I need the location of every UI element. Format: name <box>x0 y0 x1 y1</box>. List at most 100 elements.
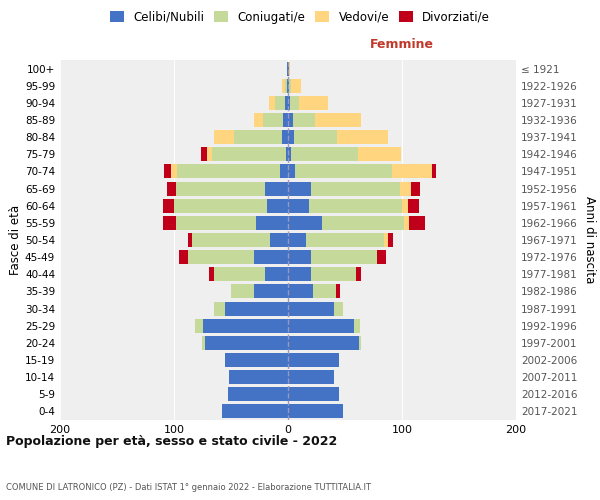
Bar <box>377 250 386 264</box>
Bar <box>290 96 299 110</box>
Bar <box>289 62 290 76</box>
Bar <box>288 268 311 281</box>
Bar <box>288 96 290 110</box>
Bar <box>311 182 400 196</box>
Bar <box>336 284 340 298</box>
Bar <box>402 198 408 212</box>
Bar <box>194 318 203 332</box>
Bar <box>293 113 316 127</box>
Bar <box>288 250 311 264</box>
Bar <box>308 198 402 212</box>
Text: COMUNE DI LATRONICO (PZ) - Dati ISTAT 1° gennaio 2022 - Elaborazione TUTTITALIA.: COMUNE DI LATRONICO (PZ) - Dati ISTAT 1°… <box>6 484 371 492</box>
Bar <box>229 370 288 384</box>
Text: Femmine: Femmine <box>370 38 434 51</box>
Bar <box>283 78 284 92</box>
Bar <box>411 182 420 196</box>
Bar <box>203 318 288 332</box>
Bar <box>288 370 334 384</box>
Bar <box>179 250 188 264</box>
Bar <box>214 130 235 144</box>
Bar <box>288 198 308 212</box>
Bar <box>288 388 340 402</box>
Bar <box>288 233 306 247</box>
Bar <box>226 353 288 367</box>
Bar <box>270 233 288 247</box>
Bar <box>288 148 292 162</box>
Bar <box>311 268 356 281</box>
Bar <box>359 336 361 350</box>
Bar <box>337 130 388 144</box>
Bar <box>334 302 343 316</box>
Bar <box>287 78 288 92</box>
Bar <box>288 113 293 127</box>
Bar <box>163 216 176 230</box>
Bar <box>409 216 425 230</box>
Bar <box>292 78 301 92</box>
Bar <box>174 198 268 212</box>
Bar <box>269 96 275 110</box>
Bar <box>284 78 287 92</box>
Bar <box>231 284 254 298</box>
Bar <box>316 113 361 127</box>
Bar <box>263 113 283 127</box>
Bar <box>205 336 288 350</box>
Bar <box>408 198 419 212</box>
Bar <box>227 388 288 402</box>
Bar <box>288 130 294 144</box>
Bar <box>283 130 288 144</box>
Bar <box>207 148 212 162</box>
Bar <box>265 268 288 281</box>
Bar <box>254 284 288 298</box>
Bar <box>176 216 256 230</box>
Bar <box>280 164 288 178</box>
Bar <box>288 284 313 298</box>
Bar <box>294 130 337 144</box>
Bar <box>188 250 254 264</box>
Bar <box>212 148 286 162</box>
Bar <box>322 216 404 230</box>
Bar <box>288 336 359 350</box>
Y-axis label: Anni di nascita: Anni di nascita <box>583 196 596 284</box>
Bar <box>268 198 288 212</box>
Bar <box>288 182 311 196</box>
Bar <box>176 182 265 196</box>
Bar <box>306 233 384 247</box>
Bar <box>164 164 170 178</box>
Bar <box>384 233 388 247</box>
Bar <box>188 233 192 247</box>
Bar <box>254 113 263 127</box>
Bar <box>289 78 292 92</box>
Bar <box>404 216 409 230</box>
Bar <box>254 250 288 264</box>
Bar <box>354 318 360 332</box>
Bar <box>178 164 280 178</box>
Bar <box>288 62 289 76</box>
Bar <box>202 148 207 162</box>
Bar <box>311 250 377 264</box>
Bar <box>214 268 265 281</box>
Bar <box>288 353 340 367</box>
Bar <box>356 268 361 281</box>
Bar <box>288 318 354 332</box>
Bar <box>358 148 401 162</box>
Bar <box>256 216 288 230</box>
Bar <box>283 113 288 127</box>
Bar <box>431 164 436 178</box>
Bar <box>202 336 205 350</box>
Bar <box>292 148 358 162</box>
Bar <box>299 96 328 110</box>
Bar <box>214 302 226 316</box>
Bar <box>222 404 288 418</box>
Bar <box>170 164 178 178</box>
Bar <box>288 302 334 316</box>
Bar <box>235 130 283 144</box>
Bar <box>226 302 288 316</box>
Legend: Celibi/Nubili, Coniugati/e, Vedovi/e, Divorziati/e: Celibi/Nubili, Coniugati/e, Vedovi/e, Di… <box>107 8 493 26</box>
Text: Popolazione per età, sesso e stato civile - 2022: Popolazione per età, sesso e stato civil… <box>6 434 337 448</box>
Bar <box>313 284 336 298</box>
Bar <box>163 198 174 212</box>
Bar <box>288 404 343 418</box>
Bar <box>265 182 288 196</box>
Bar <box>392 164 431 178</box>
Bar <box>388 233 393 247</box>
